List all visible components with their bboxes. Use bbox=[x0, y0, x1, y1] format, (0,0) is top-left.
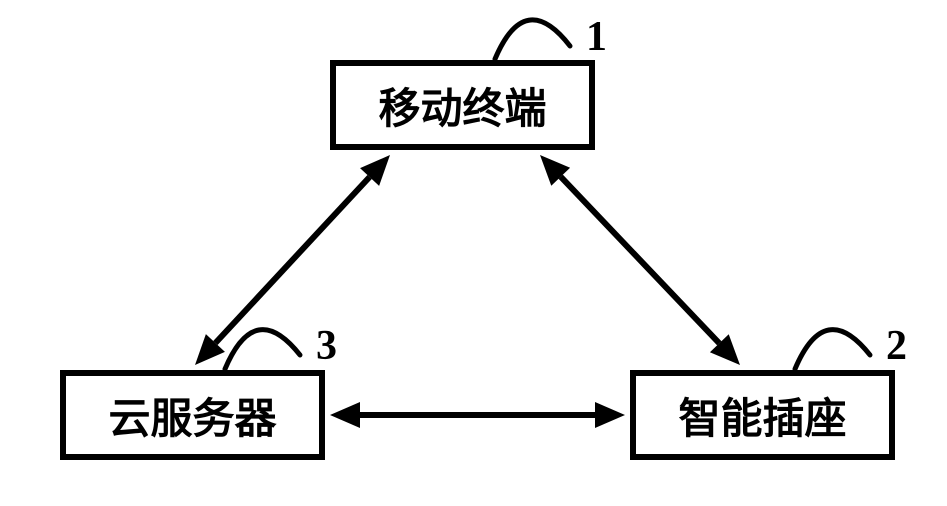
node-cloud-label: 云服务器 bbox=[108, 385, 276, 446]
edge bbox=[540, 155, 740, 365]
node-socket: 智能插座 bbox=[630, 370, 895, 460]
node-terminal-label: 移动终端 bbox=[378, 75, 546, 136]
node-terminal: 移动终端 bbox=[330, 60, 595, 150]
edge bbox=[195, 155, 390, 365]
ref-curve-cloud bbox=[225, 330, 300, 369]
edge bbox=[330, 402, 625, 428]
ref-curve-socket bbox=[795, 330, 870, 369]
ref-curve-terminal bbox=[495, 20, 570, 59]
ref-label-cloud: 3 bbox=[316, 323, 337, 369]
node-socket-label: 智能插座 bbox=[678, 385, 846, 446]
ref-label-terminal: 1 bbox=[586, 14, 607, 60]
node-cloud: 云服务器 bbox=[60, 370, 325, 460]
ref-label-socket: 2 bbox=[886, 323, 907, 369]
